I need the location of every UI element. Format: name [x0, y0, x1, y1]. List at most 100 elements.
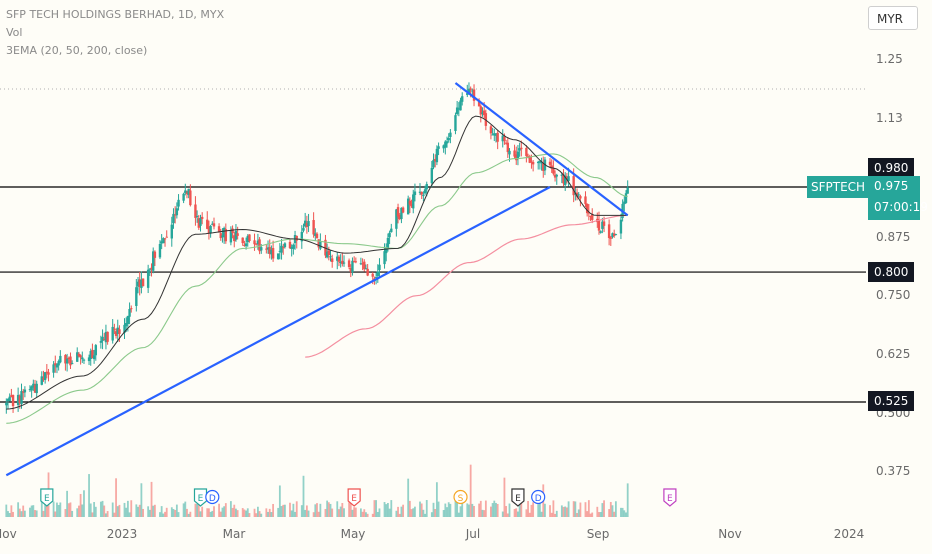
candle-body-219: [520, 147, 523, 150]
candle-body-82: [197, 218, 201, 228]
volume-bar-211: [503, 477, 506, 517]
candle-body-93: [222, 227, 226, 238]
candle-body-194: [461, 96, 464, 102]
volume-bar-241: [574, 501, 577, 517]
candle-body-83: [199, 217, 202, 226]
candle-body-63: [152, 251, 155, 271]
volume-bar-249: [591, 512, 594, 517]
candle-body-72: [173, 214, 177, 216]
volume-bar-159: [378, 508, 381, 517]
candle-body-34: [82, 359, 86, 361]
event-marker-label-6: D: [535, 494, 542, 504]
volume-bar-186: [444, 503, 447, 517]
volume-bar-83: [199, 511, 202, 517]
candle-body-237: [564, 175, 567, 186]
candle-body-67: [162, 238, 165, 244]
candle-body-214: [508, 150, 511, 155]
candle-body-247: [587, 212, 591, 214]
candle-body-162: [386, 237, 390, 249]
candle-body-14: [35, 383, 38, 394]
volume-bar-223: [530, 504, 533, 517]
volume-bar-37: [91, 512, 94, 517]
volume-bar-132: [316, 503, 318, 517]
candle-body-71: [172, 213, 175, 224]
candle-body-131: [314, 233, 317, 237]
candle-body-55: [135, 287, 138, 306]
volume-bar-244: [579, 502, 582, 517]
volume-bar-64: [154, 504, 156, 517]
candle-body-161: [385, 247, 388, 254]
candle-body-134: [319, 241, 322, 249]
volume-bar-126: [302, 475, 305, 517]
candle-body-139: [330, 258, 334, 262]
volume-bar-148: [353, 507, 356, 517]
candle-body-228: [542, 163, 545, 171]
x-tick-label: 2023: [106, 527, 138, 541]
volume-bar-129: [307, 510, 310, 517]
event-marker-label-1: E: [198, 494, 204, 504]
candle-body-183: [435, 148, 439, 163]
volume-bar-15: [40, 501, 43, 517]
candle-body-0: [5, 402, 8, 406]
volume-bar-87: [209, 511, 212, 517]
volume-bar-49: [118, 504, 121, 517]
candle-body-193: [459, 100, 462, 111]
candle-body-226: [538, 161, 542, 163]
candle-body-199: [472, 89, 476, 101]
volume-bar-78: [187, 513, 190, 517]
volume-bar-62: [150, 481, 153, 517]
candle-body-259: [614, 234, 618, 236]
candle-body-256: [609, 237, 613, 239]
candle-body-203: [482, 110, 486, 116]
volume-bar-113: [270, 512, 273, 517]
candle-body-149: [354, 261, 358, 263]
candle-body-205: [489, 126, 493, 134]
candle-body-37: [91, 349, 94, 358]
candle-body-58: [140, 279, 143, 288]
candle-body-148: [352, 261, 356, 263]
ema-legend: 3EMA (20, 50, 200, close): [6, 44, 148, 57]
volume-bar-22: [56, 502, 58, 517]
candle-body-136: [325, 251, 329, 258]
volume-bar-171: [408, 500, 411, 517]
volume-bar-168: [400, 506, 403, 517]
x-tick-label: Mar: [222, 527, 246, 541]
candle-body-3: [10, 395, 13, 397]
volume-bar-153: [365, 512, 367, 517]
candle-body-144: [342, 262, 346, 264]
volume-bar-1: [7, 511, 9, 517]
candle-body-240: [572, 176, 575, 196]
volume-bar-205: [490, 506, 492, 517]
volume-bar-71: [172, 508, 175, 517]
volume-bar-239: [567, 501, 570, 517]
volume-bar-24: [59, 502, 62, 517]
candle-body-152: [363, 261, 366, 270]
event-marker-6: [531, 489, 546, 505]
candle-body-22: [55, 364, 59, 368]
candle-body-108: [258, 239, 261, 252]
volume-bar-199: [473, 505, 475, 517]
volume-bar-25: [64, 509, 67, 517]
volume-bar-221: [527, 500, 529, 517]
candle-body-154: [366, 268, 369, 276]
y-tick-label: 1.13: [876, 111, 903, 125]
level-tag-0525: 0.525: [868, 391, 915, 411]
volume-bar-230: [549, 505, 551, 517]
candle-body-84: [200, 216, 204, 219]
y-tick-label: 0.750: [876, 288, 911, 302]
candle-body-104: [248, 234, 251, 241]
volume-bar-85: [206, 508, 209, 517]
candle-body-38: [92, 355, 96, 360]
candle-body-164: [390, 228, 393, 233]
currency-selector[interactable]: MYR: [868, 6, 918, 30]
candle-body-126: [302, 228, 305, 231]
volume-bar-174: [414, 506, 416, 517]
volume-bar-134: [319, 503, 322, 517]
candle-body-145: [347, 260, 351, 268]
candle-body-178: [423, 189, 427, 194]
volume-bar-254: [603, 500, 605, 517]
volume-bar-59: [142, 508, 144, 517]
candle-body-106: [255, 243, 258, 245]
